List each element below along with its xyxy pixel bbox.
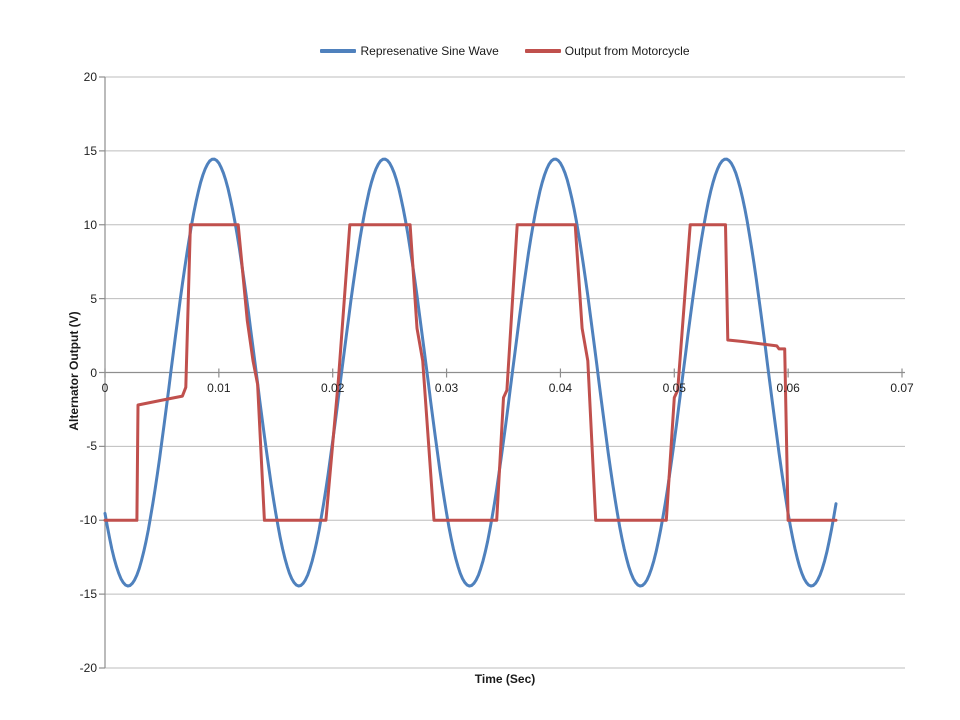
legend-line-sample-sine — [320, 49, 357, 53]
x-tick-label: 0.05 — [662, 380, 686, 395]
x-axis-title: Time (Sec) — [474, 672, 536, 686]
legend-item-motorcycle: Output from Motorcycle — [524, 44, 690, 58]
x-tick-label: 0.02 — [321, 380, 345, 395]
series-line-motorcycle — [103, 223, 838, 522]
x-tick-label: 0.06 — [776, 380, 800, 395]
x-tick-label: 0.03 — [434, 380, 459, 395]
y-tick-label: 10 — [83, 217, 97, 232]
y-tick-label: -5 — [86, 439, 97, 454]
x-tick-label: 0.07 — [890, 380, 914, 395]
y-tick-label: 5 — [90, 291, 97, 306]
legend-line-sample-motorcycle — [524, 49, 561, 53]
y-tick-label: 20 — [83, 70, 97, 84]
y-tick-label: 0 — [90, 365, 97, 380]
legend-label-motorcycle: Output from Motorcycle — [564, 44, 690, 58]
series-line-sine — [103, 157, 838, 588]
legend-label-sine: Represenative Sine Wave — [360, 44, 499, 58]
x-tick-label: 0 — [101, 380, 109, 395]
y-tick-label: -15 — [79, 587, 97, 602]
y-tick-label: -10 — [79, 513, 97, 528]
y-tick-label: -20 — [79, 661, 97, 675]
x-tick-label: 0.01 — [207, 380, 231, 395]
legend: Represenative Sine Wave Output from Moto… — [105, 42, 905, 60]
x-tick-label: 0.04 — [548, 380, 573, 395]
legend-item-sine: Represenative Sine Wave — [320, 44, 499, 58]
y-tick-label: 15 — [83, 143, 97, 158]
